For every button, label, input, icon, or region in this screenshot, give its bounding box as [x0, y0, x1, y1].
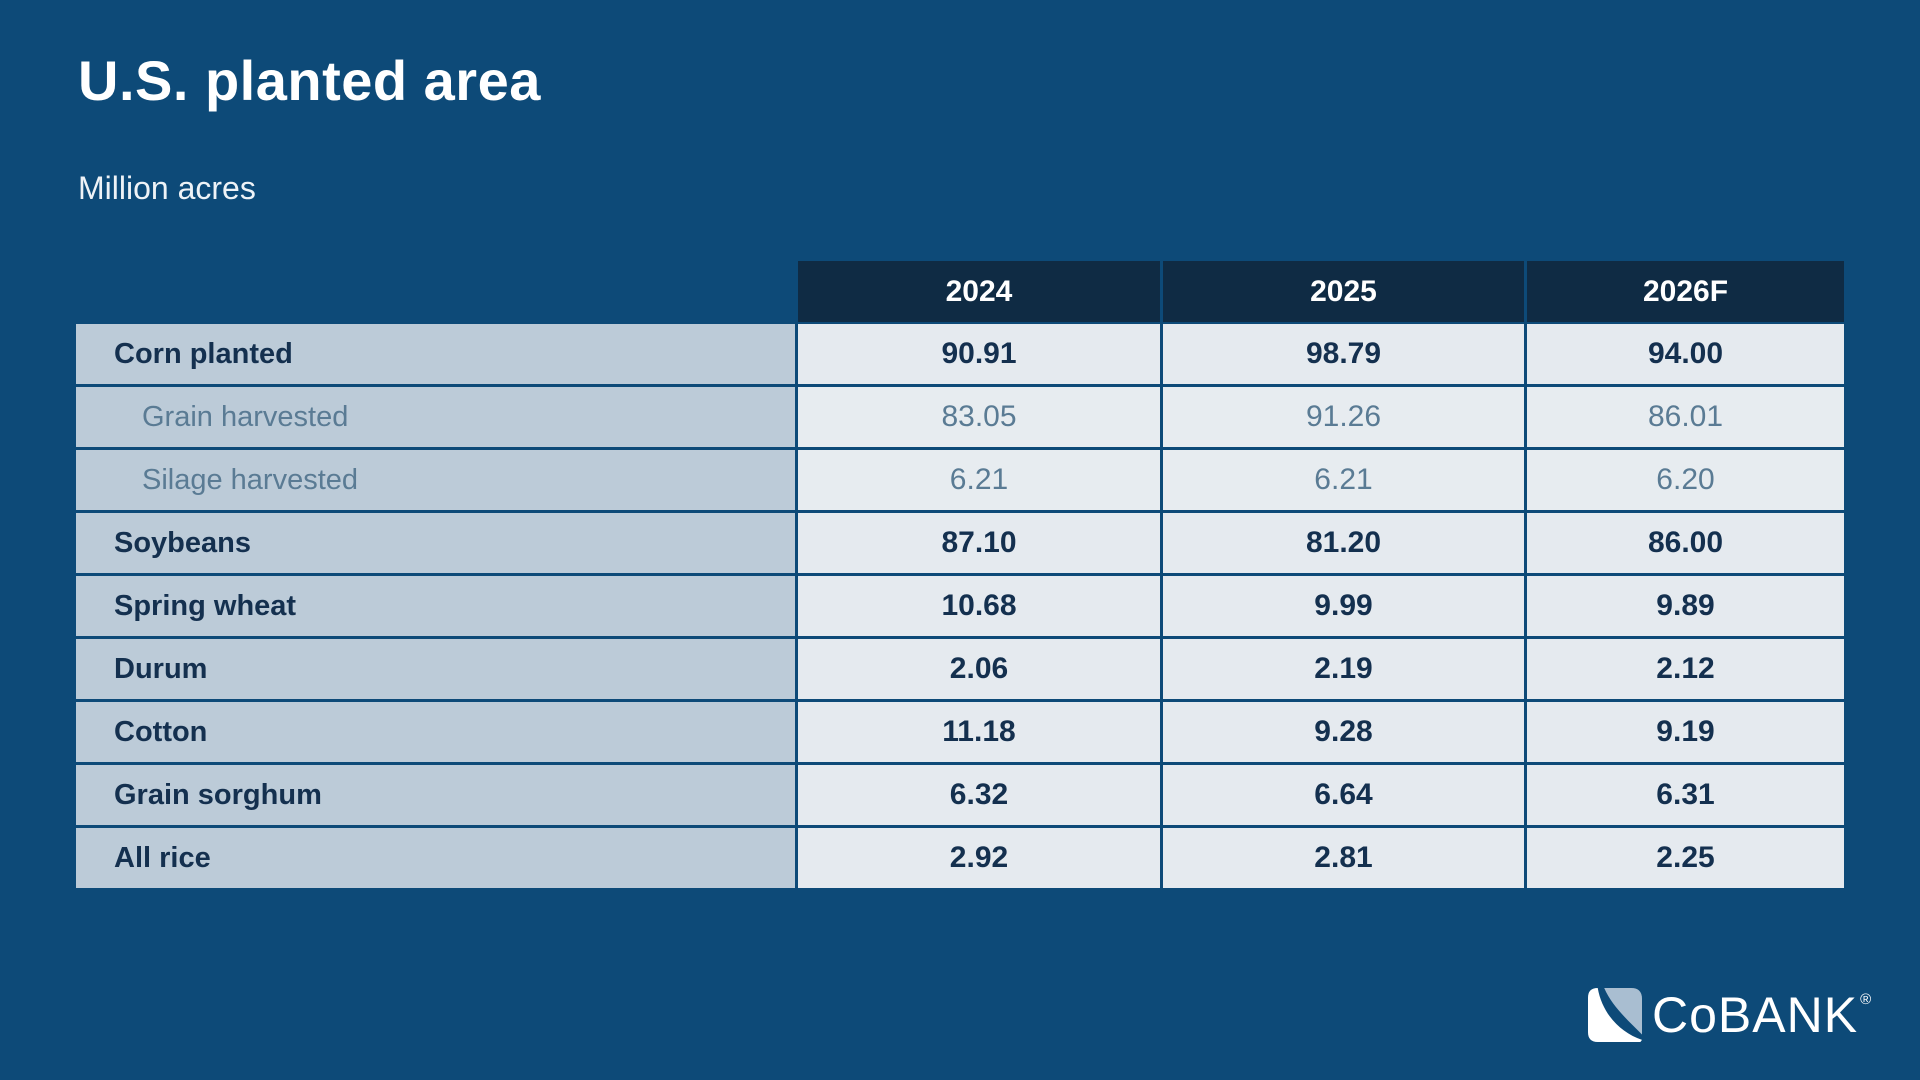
cobank-logomark-icon: [1588, 988, 1642, 1042]
value-cell: 2.06: [798, 639, 1160, 699]
row-label-cell: Durum: [76, 639, 795, 699]
value-cell: 86.00: [1527, 513, 1844, 573]
value-cell: 94.00: [1527, 324, 1844, 384]
value-cell: 6.32: [798, 765, 1160, 825]
value-cell: 98.79: [1163, 324, 1524, 384]
row-label-cell: Corn planted: [76, 324, 795, 384]
page-subtitle: Million acres: [78, 170, 256, 206]
row-label-cell: Cotton: [76, 702, 795, 762]
row-label-cell: Spring wheat: [76, 576, 795, 636]
row-label-cell: All rice: [76, 828, 795, 888]
value-cell: 10.68: [798, 576, 1160, 636]
column-header-2025: 2025: [1163, 261, 1524, 322]
table-corner-cell: [76, 261, 795, 322]
value-cell: 87.10: [798, 513, 1160, 573]
value-cell: 2.92: [798, 828, 1160, 888]
value-cell: 2.25: [1527, 828, 1844, 888]
value-cell: 2.19: [1163, 639, 1524, 699]
row-label-cell: Grain harvested: [76, 387, 795, 447]
value-cell: 86.01: [1527, 387, 1844, 447]
value-cell: 6.64: [1163, 765, 1524, 825]
value-cell: 6.21: [1163, 450, 1524, 510]
value-cell: 11.18: [798, 702, 1160, 762]
value-cell: 9.89: [1527, 576, 1844, 636]
value-cell: 91.26: [1163, 387, 1524, 447]
value-cell: 6.20: [1527, 450, 1844, 510]
registered-mark: ®: [1860, 991, 1873, 1008]
value-cell: 83.05: [798, 387, 1160, 447]
value-cell: 6.21: [798, 450, 1160, 510]
column-header-2026f: 2026F: [1527, 261, 1844, 322]
cobank-brand-text: CoBANK: [1652, 987, 1859, 1043]
cobank-wordmark: CoBANK ®: [1652, 990, 1872, 1040]
planted-area-table: 2024 2025 2026F Corn planted 90.91 98.79…: [76, 261, 1844, 888]
row-label-cell: Grain sorghum: [76, 765, 795, 825]
cobank-logo: CoBANK ®: [1588, 986, 1872, 1044]
value-cell: 2.81: [1163, 828, 1524, 888]
value-cell: 6.31: [1527, 765, 1844, 825]
value-cell: 90.91: [798, 324, 1160, 384]
value-cell: 2.12: [1527, 639, 1844, 699]
value-cell: 9.19: [1527, 702, 1844, 762]
page-title: U.S. planted area: [78, 49, 541, 112]
value-cell: 81.20: [1163, 513, 1524, 573]
value-cell: 9.28: [1163, 702, 1524, 762]
column-header-2024: 2024: [798, 261, 1160, 322]
row-label-cell: Soybeans: [76, 513, 795, 573]
row-label-cell: Silage harvested: [76, 450, 795, 510]
value-cell: 9.99: [1163, 576, 1524, 636]
